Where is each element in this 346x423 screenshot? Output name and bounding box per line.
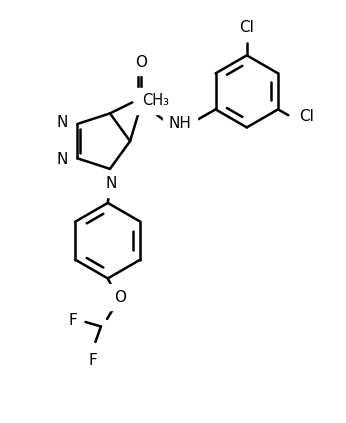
Text: Cl: Cl	[299, 110, 314, 124]
Text: Cl: Cl	[239, 20, 254, 35]
Text: N: N	[56, 152, 68, 167]
Text: N: N	[106, 176, 117, 192]
Text: F: F	[68, 313, 77, 328]
Text: NH: NH	[169, 116, 191, 131]
Text: F: F	[89, 353, 98, 368]
Text: O: O	[135, 55, 147, 70]
Text: O: O	[114, 290, 126, 305]
Text: N: N	[56, 115, 68, 130]
Text: CH₃: CH₃	[142, 93, 169, 108]
